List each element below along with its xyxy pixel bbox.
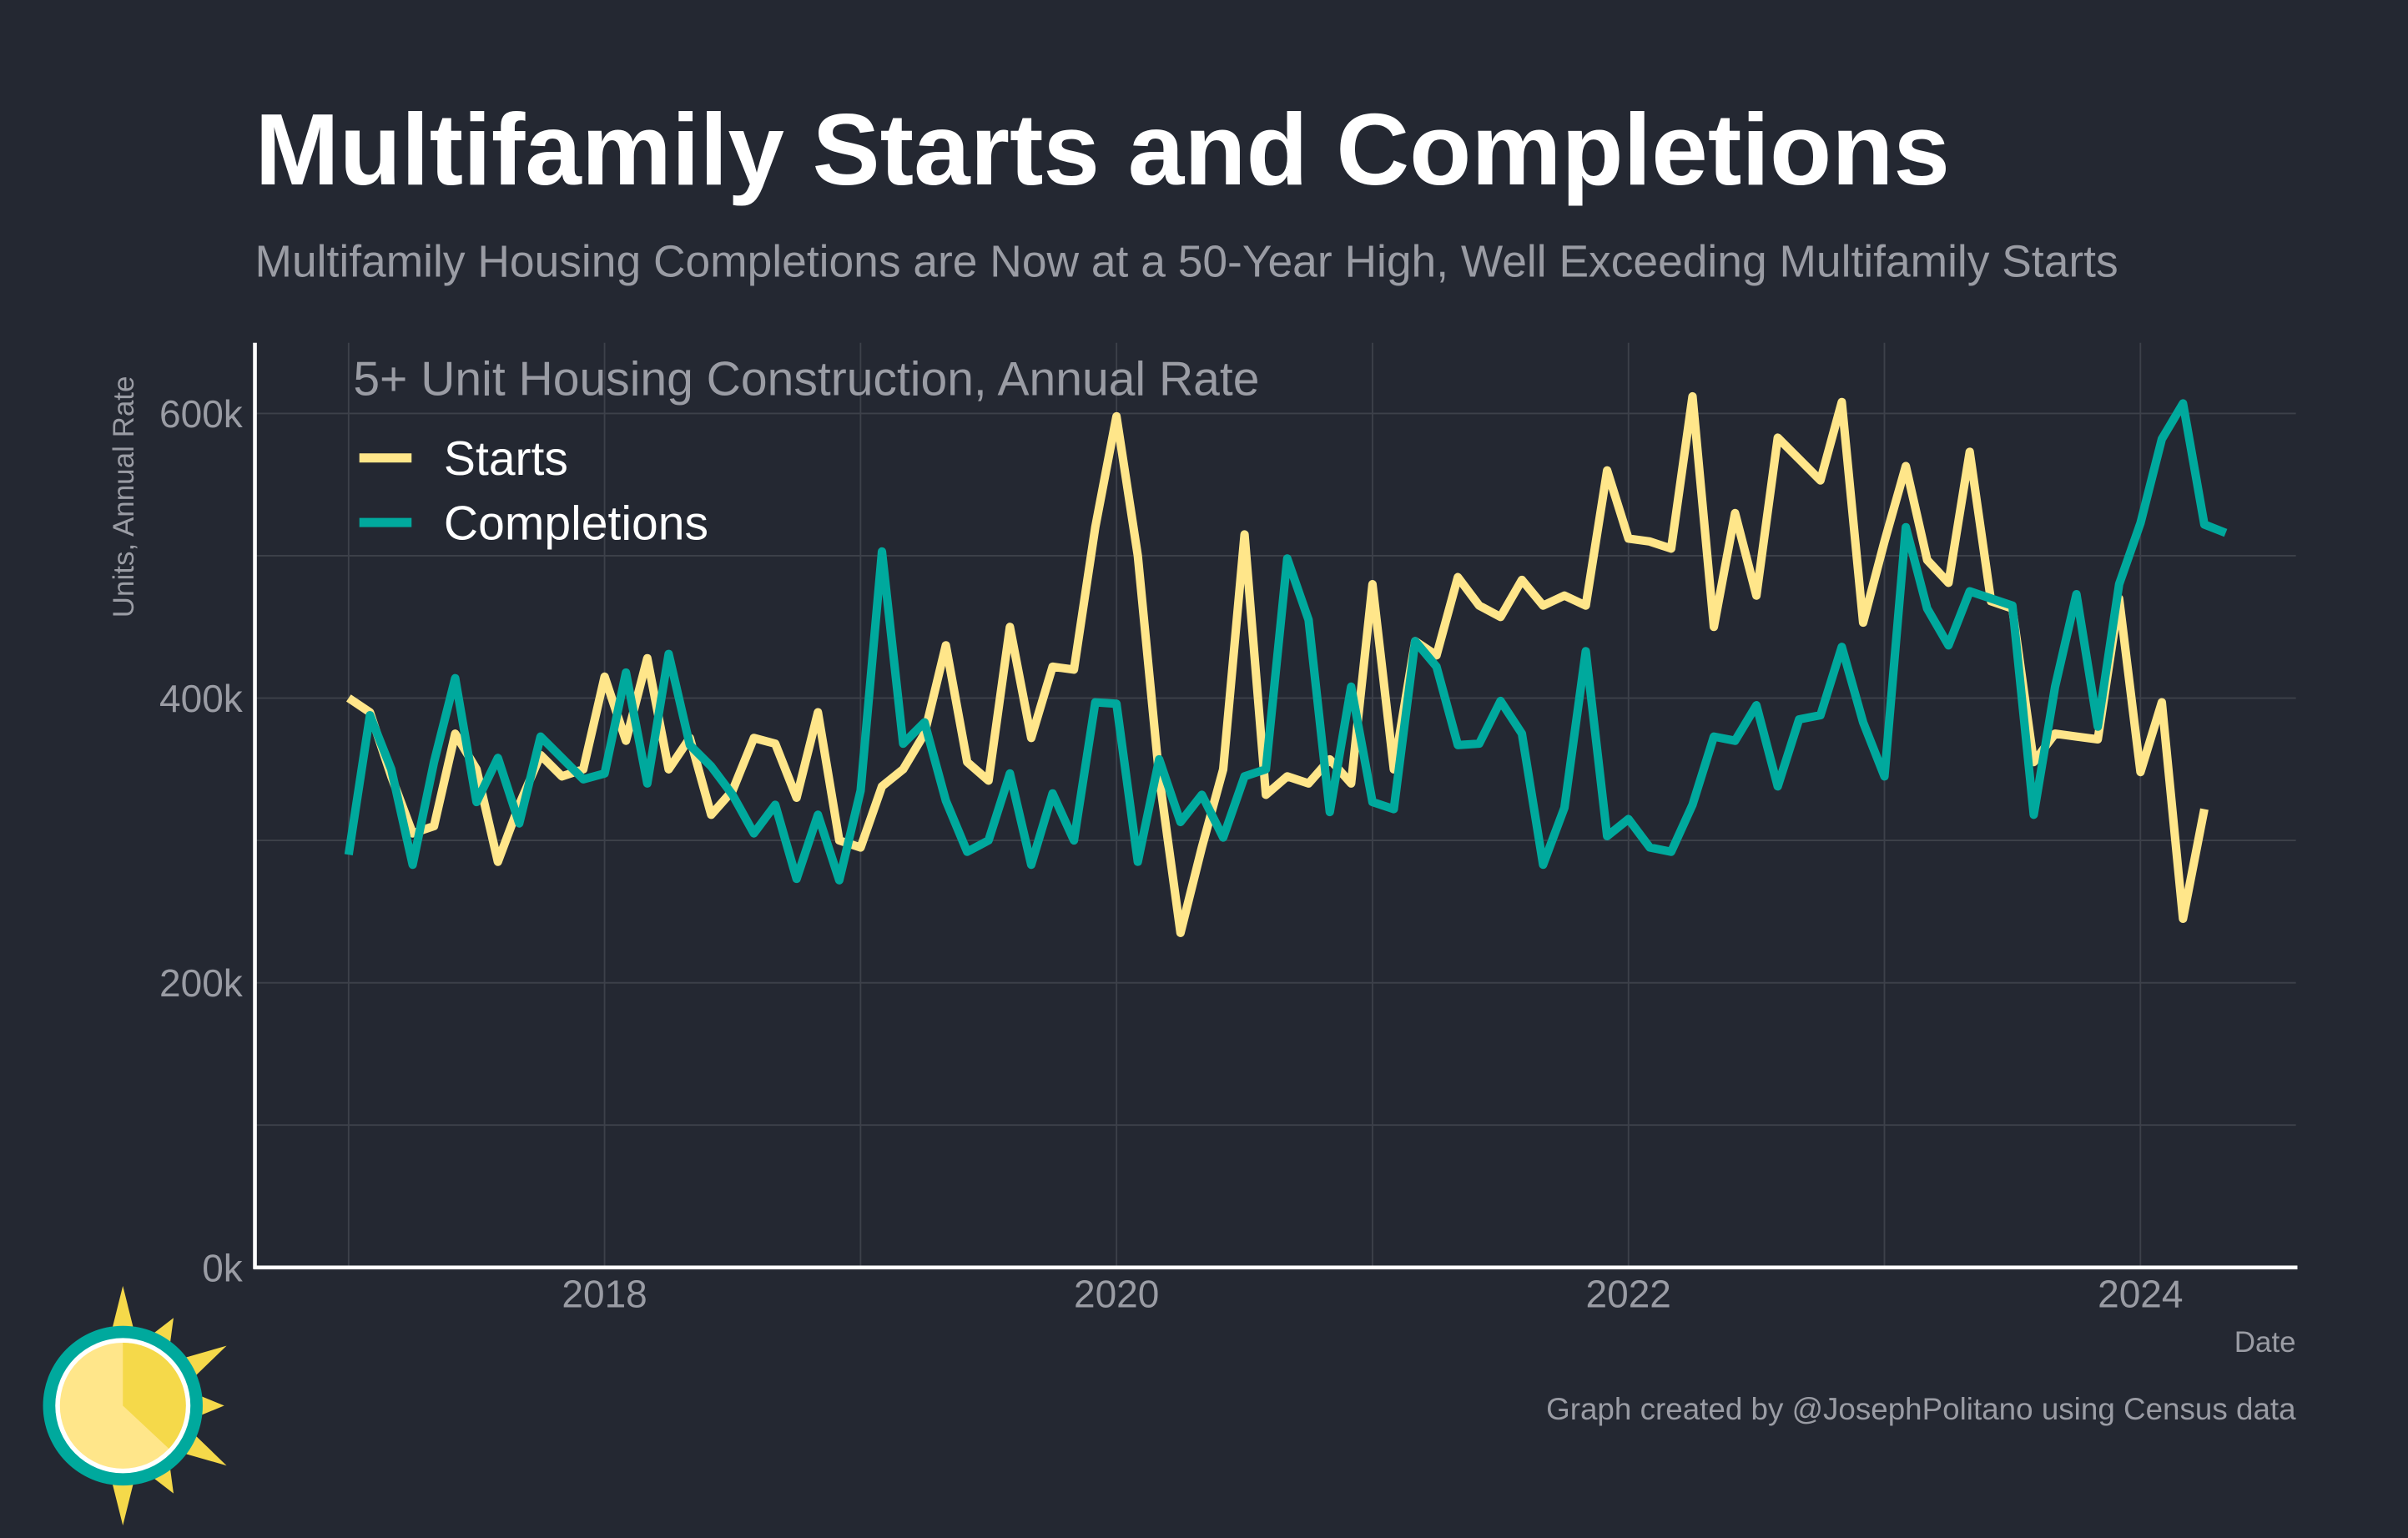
credit-text: Graph created by @JosephPolitano using C…	[1546, 1392, 2296, 1426]
y-tick-label: 200k	[159, 961, 244, 1005]
x-axis-label: Date	[2234, 1326, 2296, 1359]
sun-ray-icon	[111, 1285, 135, 1334]
sun-ray-icon	[195, 1394, 224, 1418]
y-axis-label: Units, Annual Rate	[108, 376, 140, 618]
page-subtitle: Multifamily Housing Completions are Now …	[255, 238, 2118, 287]
legend-label-starts: Starts	[444, 432, 568, 486]
page-title: Multifamily Starts and Completions	[255, 93, 1950, 206]
y-tick-label: 400k	[159, 677, 244, 720]
legend-label-completions: Completions	[444, 497, 708, 550]
series-lines	[344, 391, 2228, 937]
x-tick-label: 2022	[1586, 1273, 1671, 1316]
legend: Starts Completions	[359, 432, 708, 550]
y-tick-label: 0k	[202, 1246, 244, 1289]
series-line-completions	[344, 399, 2228, 885]
x-tick-label: 2018	[562, 1273, 647, 1316]
y-tick-label: 600k	[159, 392, 244, 436]
sun-ray-icon	[111, 1478, 135, 1525]
sun-logo-icon	[43, 1285, 227, 1525]
chart-title: 5+ Unit Housing Construction, Annual Rat…	[353, 352, 1259, 406]
x-tick-label: 2020	[1074, 1273, 1159, 1316]
x-tick-label: 2024	[2098, 1273, 2183, 1316]
tick-labels: 0k 200k 400k 600k 2018 2020 2022 2024	[159, 392, 2183, 1316]
